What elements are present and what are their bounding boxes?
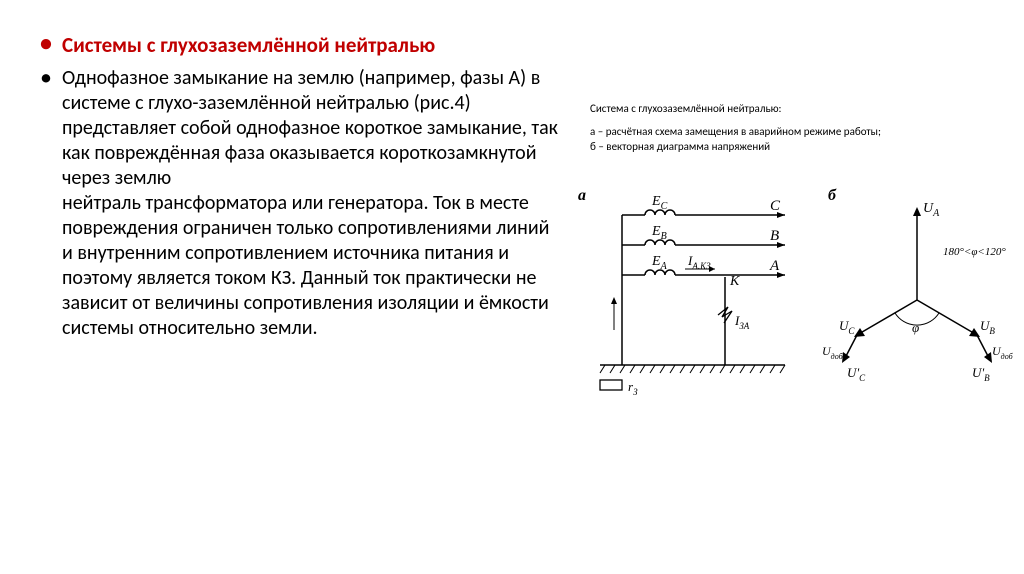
svg-text:UB: UB	[980, 318, 995, 336]
svg-text:IЗА: IЗА	[734, 313, 750, 331]
svg-text:Uдоб: Uдоб	[822, 344, 844, 361]
svg-text:rЗ: rЗ	[628, 379, 638, 397]
diagram-a-circuit: а EC C	[570, 185, 805, 400]
svg-text:B: B	[770, 228, 779, 244]
svg-text:IА.КЗ: IА.КЗ	[687, 253, 711, 271]
svg-text:б: б	[828, 187, 837, 204]
diagram-b-vectors: б UA 180°<φ<120° UC	[820, 185, 1015, 400]
svg-text:EB: EB	[651, 224, 667, 242]
svg-text:U'B: U'B	[972, 365, 990, 383]
figure-caption: Система с глухозаземлённой нейтралью: а …	[570, 102, 1000, 155]
svg-text:K: K	[729, 274, 740, 289]
caption-line-b: б – векторная диаграмма напряжений	[590, 140, 1000, 155]
caption-line-a: а – расчётная схема замещения в аварийно…	[590, 125, 1000, 140]
svg-text:а: а	[578, 187, 586, 204]
svg-text:180°<φ<120°: 180°<φ<120°	[943, 246, 1006, 258]
svg-text:C: C	[770, 198, 781, 214]
svg-text:φ: φ	[912, 320, 919, 335]
body-paragraph: Однофазное замыкание на землю (например,…	[40, 66, 560, 341]
svg-text:A: A	[769, 258, 780, 274]
svg-text:Uдоб: Uдоб	[992, 344, 1014, 361]
svg-text:UA: UA	[923, 201, 940, 219]
svg-text:UC: UC	[839, 318, 855, 336]
caption-title: Система с глухозаземлённой нейтралью:	[590, 102, 1000, 117]
svg-text:U'C: U'C	[847, 365, 866, 383]
section-heading: Системы с глухозаземлённой нейтралью	[40, 32, 560, 58]
